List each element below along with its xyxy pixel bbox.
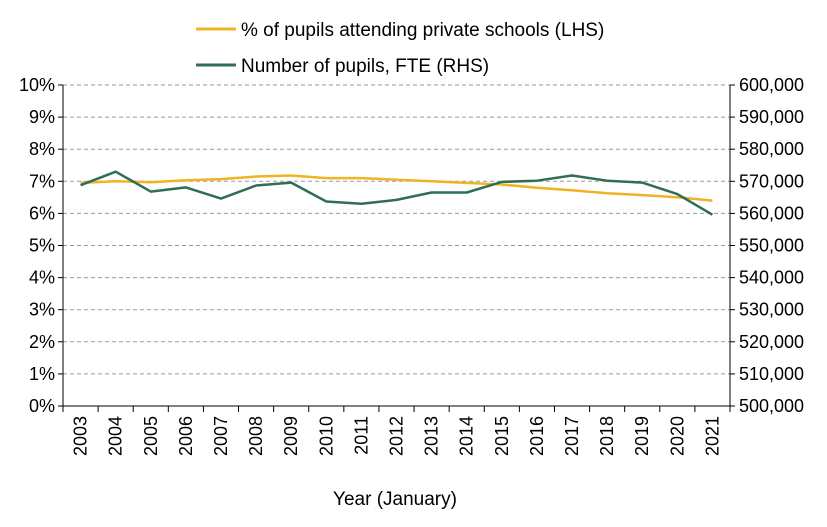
left-axis-tick-label: 6% [29,203,55,223]
x-axis-tick-label: 2017 [562,416,582,456]
series-line-number-of-pupils [80,170,714,216]
gridlines [63,84,730,375]
left-axis-tick-label: 10% [19,75,55,95]
x-axis-tick-label: 2013 [422,416,442,456]
x-axis-tick-label: 2020 [667,416,687,456]
right-axis-tick-label: 510,000 [739,364,804,384]
right-axis-tick-label: 520,000 [739,332,804,352]
left-axis-tick-label: 8% [29,139,55,159]
right-axis-tick-label: 580,000 [739,139,804,159]
x-axis-tick-label: 2011 [351,416,371,455]
right-axis-tick-label: 530,000 [739,300,804,320]
x-axis-tick-label: 2003 [71,416,91,456]
left-axis-tick-label: 3% [29,300,55,320]
x-axis-tick-label: 2009 [281,416,301,456]
x-axis-title: Year (January) [333,489,457,510]
chart-legend: % of pupils attending private schools (L… [196,20,604,77]
x-axis-tick-label: 2019 [632,416,652,456]
x-axis-tick-label: 2007 [211,416,231,456]
axes: 0% 500,000 1% 510,000 2% 520,000 3% 530,000 4% 54… [19,75,804,456]
right-axis-tick-label: 590,000 [739,107,804,127]
left-axis-tick-label: 0% [29,396,55,416]
left-axis-tick-label: 1% [29,364,55,384]
x-axis-tick-label: 2014 [457,416,477,456]
right-axis-tick-label: 550,000 [739,236,804,256]
left-axis-tick-label: 7% [29,171,55,191]
data-series [80,170,714,216]
left-axis-tick-label: 4% [29,268,55,288]
x-axis-tick-label: 2016 [527,416,547,456]
right-axis-tick-label: 560,000 [739,203,804,223]
x-axis-tick-label: 2015 [492,416,512,456]
x-axis-tick-label: 2018 [597,416,617,456]
right-axis-tick-label: 540,000 [739,268,804,288]
right-axis-tick-label: 600,000 [739,75,804,95]
left-axis-tick-label: 2% [29,332,55,352]
legend-label-percent-private: % of pupils attending private schools (L… [241,20,604,41]
x-axis-tick-label: 2004 [106,416,126,456]
legend-label-number-of-pupils: Number of pupils, FTE (RHS) [241,56,489,77]
x-axis-tick-label: 2006 [176,416,196,456]
x-axis-tick-label: 2008 [246,416,266,456]
left-axis-tick-label: 5% [29,236,55,256]
x-axis-tick-label: 2012 [387,416,407,456]
x-axis-tick-label: 2005 [141,416,161,456]
right-axis-tick-label: 500,000 [739,396,804,416]
left-axis-tick-label: 9% [29,107,55,127]
x-axis-tick-label: 2010 [316,416,336,456]
x-axis-tick-label: 2021 [702,416,722,456]
series-line-percent-private [80,174,713,202]
right-axis-tick-label: 570,000 [739,171,804,191]
